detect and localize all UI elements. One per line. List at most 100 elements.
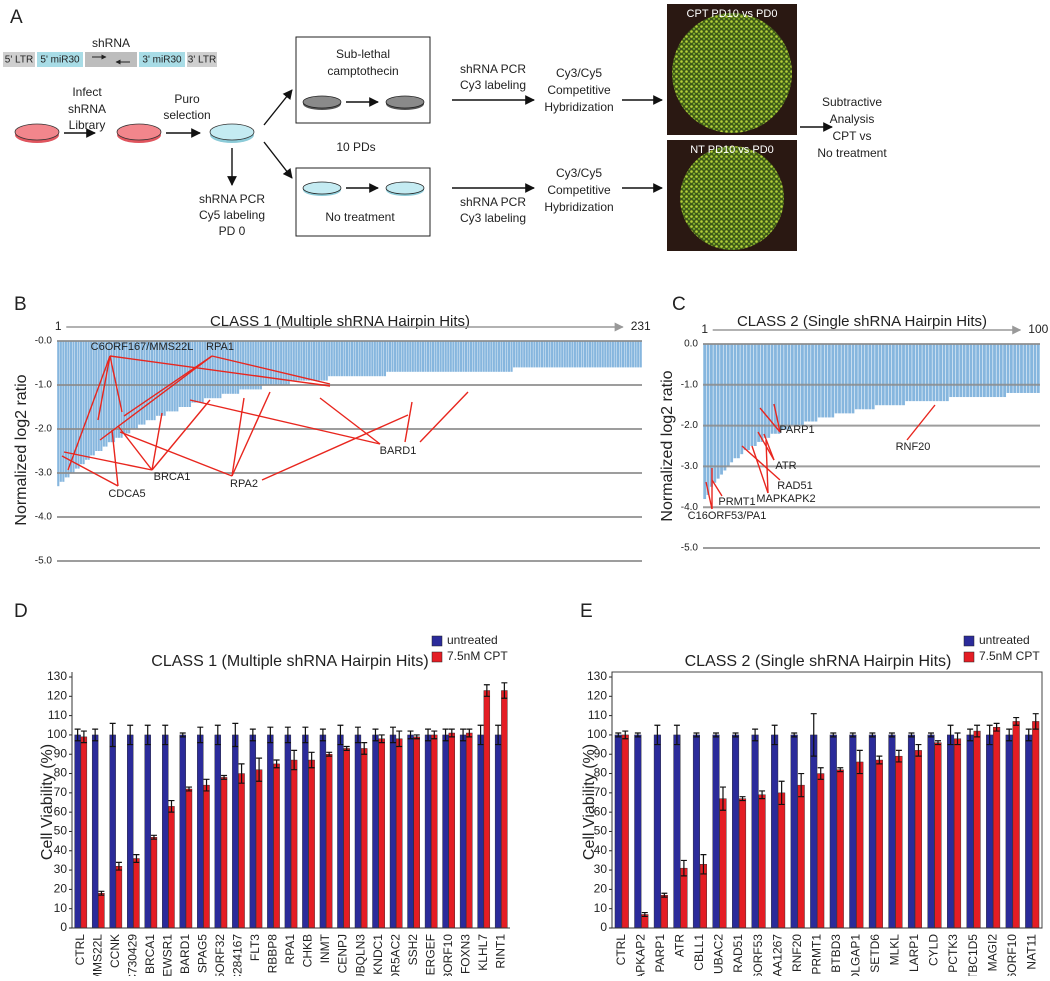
bar bbox=[148, 341, 151, 421]
bar bbox=[993, 344, 996, 398]
bar bbox=[710, 344, 713, 487]
bar bbox=[763, 344, 767, 438]
bar bbox=[74, 734, 81, 929]
bar bbox=[399, 341, 402, 372]
error-bar bbox=[168, 799, 175, 813]
bar bbox=[849, 734, 857, 929]
error-bar bbox=[273, 759, 280, 769]
error-bar bbox=[791, 732, 798, 738]
y-tick-label: -3.0 bbox=[681, 461, 699, 472]
bar bbox=[284, 734, 292, 929]
bar bbox=[778, 792, 786, 929]
bar bbox=[821, 344, 825, 418]
shrna-box bbox=[85, 52, 137, 67]
bar bbox=[127, 734, 134, 929]
bar bbox=[467, 341, 470, 372]
bar bbox=[181, 341, 184, 407]
step-label: Cy3/Cy5 bbox=[556, 66, 602, 80]
bar bbox=[947, 734, 955, 929]
bar bbox=[310, 341, 313, 381]
step-label: camptothecin bbox=[327, 64, 398, 78]
x-tick-label: DLGAP1 bbox=[848, 934, 862, 976]
bar bbox=[510, 341, 513, 372]
error-bar bbox=[713, 732, 720, 738]
error-bar bbox=[477, 724, 484, 746]
x-tick-label: 1 bbox=[55, 319, 62, 333]
bar bbox=[875, 344, 878, 406]
error-bar bbox=[928, 732, 935, 738]
error-bar bbox=[150, 834, 157, 840]
error-bar bbox=[92, 728, 99, 742]
bar bbox=[244, 341, 247, 390]
error-bar bbox=[993, 722, 1000, 732]
legend-swatch bbox=[431, 651, 443, 663]
bar bbox=[105, 341, 108, 447]
x-tick-label: 231 bbox=[631, 319, 651, 333]
bar bbox=[231, 341, 235, 394]
bar bbox=[396, 341, 399, 372]
y-tick-label: 60 bbox=[594, 804, 608, 818]
bar bbox=[986, 734, 994, 929]
bar bbox=[993, 727, 1001, 929]
bar bbox=[224, 341, 227, 394]
dish bbox=[302, 181, 342, 195]
y-tick-label: 80 bbox=[54, 766, 68, 780]
bar bbox=[915, 344, 919, 402]
bar bbox=[150, 341, 154, 421]
bar bbox=[545, 341, 549, 368]
microarray-spots bbox=[680, 146, 784, 250]
bar bbox=[747, 344, 750, 451]
annotation-leader bbox=[773, 403, 781, 433]
bar bbox=[191, 341, 194, 403]
bar bbox=[804, 344, 808, 422]
bar bbox=[834, 344, 838, 414]
bar bbox=[262, 341, 265, 385]
bar bbox=[518, 341, 521, 368]
bar bbox=[733, 344, 737, 459]
annotation: C16ORF53/PA1 bbox=[688, 510, 767, 522]
bar bbox=[280, 341, 283, 385]
bar bbox=[238, 773, 245, 929]
bar bbox=[583, 341, 587, 368]
bar bbox=[581, 341, 584, 368]
bar bbox=[100, 341, 103, 451]
legend-swatch bbox=[963, 651, 975, 663]
error-bar bbox=[302, 726, 309, 744]
error-bar bbox=[778, 780, 785, 806]
bar bbox=[858, 344, 862, 410]
step-label: shRNA PCR bbox=[199, 192, 265, 206]
bar bbox=[606, 341, 609, 368]
bar bbox=[411, 341, 414, 372]
bar bbox=[378, 341, 381, 377]
step-label: Sub-lethal bbox=[336, 47, 390, 61]
error-bar bbox=[771, 724, 778, 746]
error-bar bbox=[817, 767, 824, 780]
bar bbox=[69, 341, 72, 473]
y-tick-label: 120 bbox=[587, 688, 607, 702]
bar bbox=[490, 341, 493, 372]
bar bbox=[242, 341, 245, 390]
bar bbox=[996, 344, 1000, 398]
x-tick-label: LOC730429 bbox=[125, 934, 139, 976]
bar bbox=[378, 738, 385, 929]
step-label: Puro bbox=[174, 92, 200, 106]
error-bar bbox=[425, 728, 432, 742]
ltr-box bbox=[187, 52, 217, 67]
x-tick-label: EWSR1 bbox=[161, 934, 175, 976]
bar bbox=[561, 341, 564, 368]
bar bbox=[492, 341, 495, 372]
x-tick-label: CBLL1 bbox=[692, 934, 706, 971]
bar bbox=[358, 341, 361, 377]
array-label: CPT PD10 vs PD0 bbox=[687, 8, 778, 20]
bar bbox=[285, 341, 288, 385]
y-tick-label: 0.0 bbox=[684, 339, 698, 350]
bar bbox=[188, 341, 192, 407]
y-tick-label: 130 bbox=[587, 669, 607, 683]
bar bbox=[942, 344, 946, 402]
bar bbox=[586, 341, 589, 368]
step-label: CPT vs bbox=[832, 129, 871, 143]
dish bbox=[116, 123, 162, 141]
bar bbox=[372, 734, 379, 929]
bar bbox=[373, 341, 376, 377]
